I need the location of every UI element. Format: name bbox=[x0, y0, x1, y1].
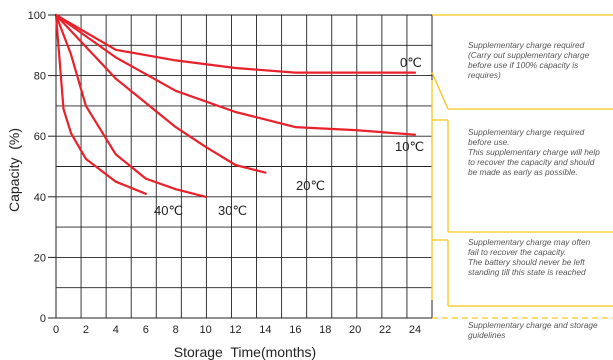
x-tick-label: 18 bbox=[319, 324, 331, 336]
y-tick-label: 40 bbox=[34, 192, 46, 204]
x-tick-label: 4 bbox=[113, 324, 119, 336]
series-label-40c: 40℃ bbox=[154, 203, 183, 218]
x-tick-label: 2 bbox=[83, 324, 89, 336]
y-tick-label: 0 bbox=[40, 313, 46, 325]
series-label-0c: 0℃ bbox=[400, 55, 422, 70]
series-label-10c: 10℃ bbox=[395, 139, 424, 154]
note-zone-2: Supplementary charge required before use.… bbox=[468, 127, 600, 177]
x-tick-label: 0 bbox=[53, 324, 59, 336]
y-tick-label: 80 bbox=[34, 71, 46, 83]
series-label-20c: 20℃ bbox=[296, 178, 325, 193]
note-zone-4: Supplementary charge and storage guidelin… bbox=[468, 320, 598, 340]
note-zone-3: Supplementary charge may often fail to re… bbox=[468, 237, 591, 277]
series-line bbox=[54, 13, 147, 195]
series-line bbox=[54, 13, 207, 198]
x-tick-label: 20 bbox=[349, 324, 361, 336]
x-tick-label: 16 bbox=[289, 324, 301, 336]
x-tick-label: 6 bbox=[143, 324, 149, 336]
series-line bbox=[54, 13, 417, 74]
bracket-line bbox=[431, 72, 449, 110]
series-line bbox=[54, 13, 417, 136]
grid-lines bbox=[55, 14, 433, 319]
series-line bbox=[54, 13, 267, 174]
x-tick-label: 8 bbox=[173, 324, 179, 336]
y-tick-label: 20 bbox=[34, 252, 46, 264]
series-label-30c: 30℃ bbox=[218, 203, 247, 218]
zone-brackets bbox=[431, 14, 613, 319]
y-tick-label: 60 bbox=[34, 131, 46, 143]
note-zone-1: Supplementary charge required (Carry out … bbox=[468, 40, 590, 80]
series-lines bbox=[54, 13, 417, 198]
y-tick-label: 100 bbox=[28, 10, 46, 22]
y-axis-title: Capacity (%) bbox=[6, 128, 22, 212]
x-tick-label: 12 bbox=[229, 324, 241, 336]
x-tick-label: 10 bbox=[199, 324, 211, 336]
x-tick-label: 22 bbox=[379, 324, 391, 336]
x-tick-label: 14 bbox=[259, 324, 271, 336]
x-axis-title: Storage Time(months) bbox=[174, 344, 316, 360]
x-tick-label: 24 bbox=[409, 324, 421, 336]
